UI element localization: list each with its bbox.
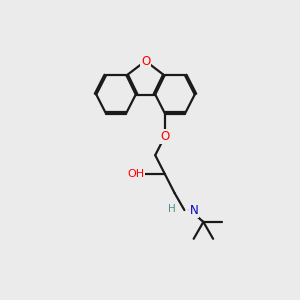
Text: N: N bbox=[190, 204, 199, 217]
Text: O: O bbox=[141, 55, 150, 68]
Text: OH: OH bbox=[127, 169, 145, 179]
Text: O: O bbox=[160, 130, 170, 143]
Text: H: H bbox=[168, 204, 176, 214]
